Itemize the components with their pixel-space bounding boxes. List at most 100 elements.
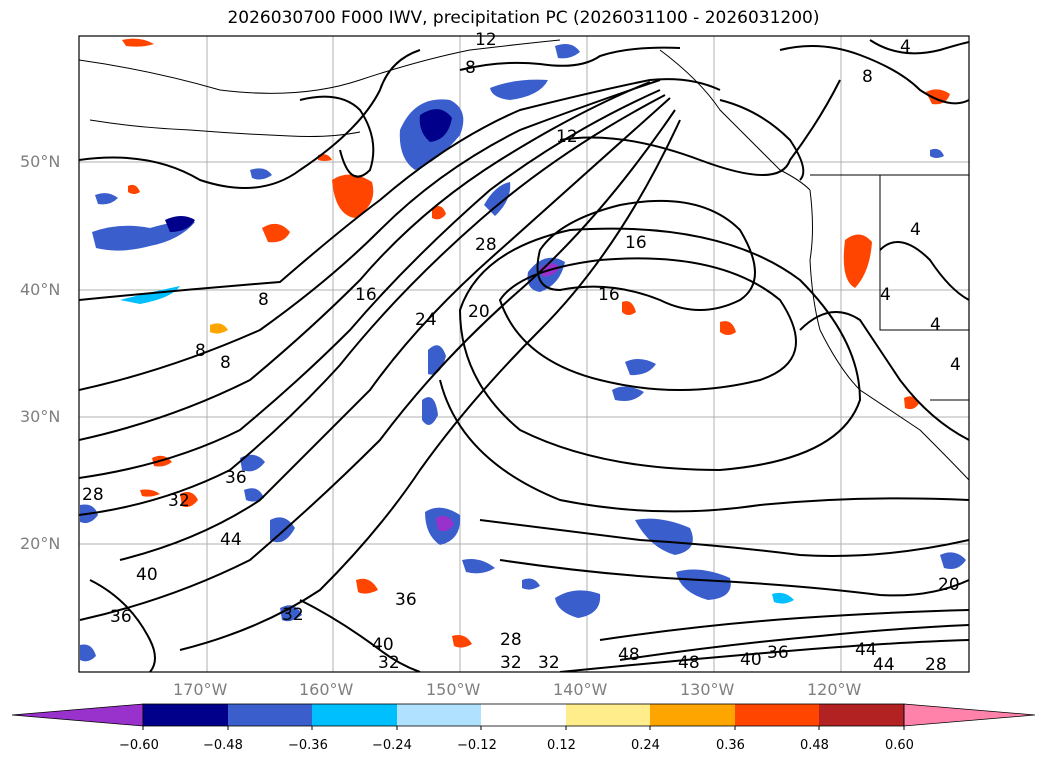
precip-patch-negative xyxy=(244,488,264,502)
contour-line xyxy=(79,89,661,479)
contour-label: 4 xyxy=(950,355,961,375)
precip-patch-positive xyxy=(720,321,736,335)
contour-label: 4 xyxy=(910,220,921,240)
coastline-alaska xyxy=(79,39,561,94)
graticule xyxy=(79,36,969,672)
coastline-west-us xyxy=(809,189,969,481)
contour-label: 32 xyxy=(282,605,304,625)
contour-label: 20 xyxy=(938,575,960,595)
colorbar-segment xyxy=(143,704,228,726)
precip-patch-negative xyxy=(165,216,195,232)
lon-label-150w: 150°W xyxy=(426,680,481,699)
precip-patch-positive xyxy=(140,489,160,497)
contour-label: 16 xyxy=(355,285,377,305)
precip-patch-negative xyxy=(419,109,452,142)
contour-label: 12 xyxy=(475,30,497,50)
contour-line xyxy=(119,97,671,561)
lat-label-30n: 30°N xyxy=(20,407,61,426)
contour-label: 32 xyxy=(538,653,560,673)
precip-patch-positive xyxy=(122,38,154,47)
contour-label: 40 xyxy=(136,565,158,585)
lon-label-170w: 170°W xyxy=(173,680,228,699)
precip-patch-positive xyxy=(262,223,290,243)
plot-background xyxy=(79,36,969,672)
precip-patch-negative xyxy=(930,148,944,158)
coastline-aleutians xyxy=(89,119,361,137)
colorbar-tick-label: 0.12 xyxy=(547,738,576,753)
precip-patch-positive xyxy=(926,89,950,105)
contour-label: 4 xyxy=(900,37,911,57)
contour-line xyxy=(599,609,969,641)
precip-patch-positive xyxy=(210,323,228,334)
colorbar-outline xyxy=(142,703,905,727)
contour-line xyxy=(559,639,969,672)
contour-label: 32 xyxy=(500,653,522,673)
precip-patch-negative xyxy=(422,397,438,425)
contour-label: 28 xyxy=(500,630,522,650)
contour-label: 36 xyxy=(225,468,247,488)
precip-patch-negative xyxy=(555,590,601,618)
colorbar-extend-min xyxy=(11,703,144,727)
precip-patch-negative xyxy=(555,44,580,59)
precip-patch-negative xyxy=(940,552,966,569)
lon-label-160w: 160°W xyxy=(299,680,354,699)
contour-label: 8 xyxy=(465,58,476,78)
contour-label: 8 xyxy=(258,290,269,310)
colorbar-tick-label: 0.48 xyxy=(800,738,829,753)
contour-line xyxy=(799,311,969,441)
contour-line xyxy=(89,579,156,672)
contour-label: 32 xyxy=(378,653,400,673)
contour-line xyxy=(719,99,805,181)
precip-patch-negative xyxy=(250,168,272,180)
lon-label-120w: 120°W xyxy=(807,680,862,699)
precip-patch-positive xyxy=(432,206,446,220)
lat-label-40n: 40°N xyxy=(20,280,61,299)
lon-label-130w: 130°W xyxy=(680,680,735,699)
contour-label: 36 xyxy=(395,590,417,610)
contour-label: 28 xyxy=(925,655,947,675)
contour-line xyxy=(869,39,969,55)
colorbar-tick-label: −0.48 xyxy=(203,738,243,753)
contour-line xyxy=(779,45,969,105)
contour-line xyxy=(458,227,862,472)
precip-patch-negative xyxy=(676,569,731,600)
contour-label: 48 xyxy=(678,653,700,673)
colorbar-tick-label: 0.36 xyxy=(716,738,745,753)
contour-line xyxy=(536,199,756,311)
contour-line xyxy=(439,379,969,513)
contour-line xyxy=(79,94,666,516)
contour-label: 12 xyxy=(556,127,578,147)
map-title: 2026030700 F000 IWV, precipitation PC (2… xyxy=(227,8,820,28)
precip-patch-positive xyxy=(180,492,198,508)
contour-label: 44 xyxy=(855,640,877,660)
precip-patch-negative xyxy=(625,358,656,376)
contour-label: 24 xyxy=(415,310,437,330)
precip-patch-negative xyxy=(95,193,118,205)
contour-label: 16 xyxy=(598,285,620,305)
map-plot-area xyxy=(79,36,969,672)
colorbar-tick-label: −0.36 xyxy=(288,738,328,753)
precip-patch-negative xyxy=(436,516,454,532)
precip-patch-positive xyxy=(128,184,140,194)
contour-line xyxy=(299,95,375,178)
colorbar xyxy=(11,703,1036,730)
contour-line xyxy=(79,49,421,189)
precip-patch-negative xyxy=(120,286,180,304)
colorbar-segment xyxy=(481,704,566,726)
precip-patch-positive xyxy=(332,174,374,218)
contour-label: 8 xyxy=(195,341,206,361)
precip-patch-negative xyxy=(522,578,540,590)
contour-line xyxy=(479,519,969,557)
precip-patch-positive xyxy=(356,578,378,594)
colorbar-segment xyxy=(735,704,819,726)
contour-line xyxy=(879,241,969,301)
contour-label: 32 xyxy=(168,491,190,511)
precip-patch-positive xyxy=(452,635,472,648)
contour-label: 36 xyxy=(767,643,789,663)
contour-label: 8 xyxy=(862,67,873,87)
contour-label: 48 xyxy=(618,645,640,665)
precip-patch-negative xyxy=(490,79,548,100)
iwv-contours xyxy=(79,39,969,672)
map-frame xyxy=(78,35,970,673)
